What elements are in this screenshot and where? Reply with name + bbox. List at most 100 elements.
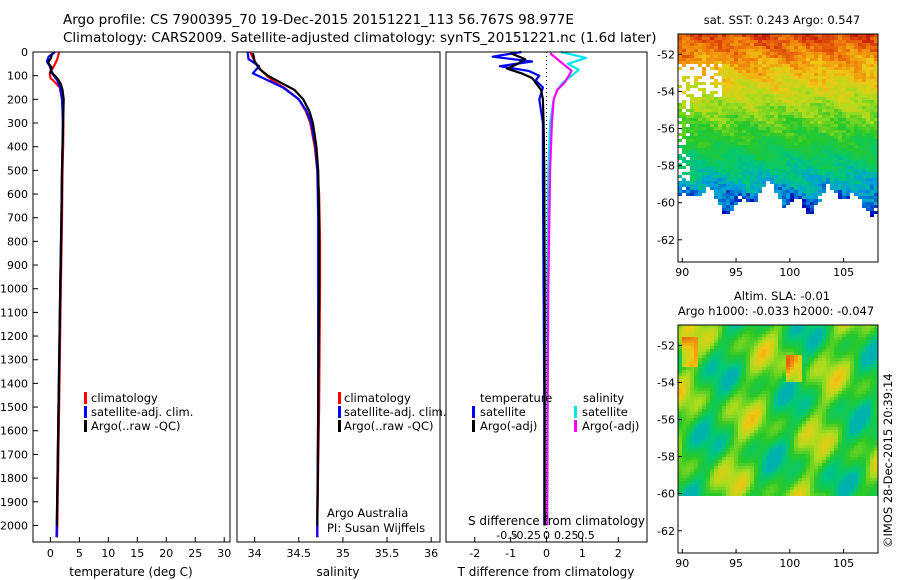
sla-cell	[858, 370, 862, 373]
sst-cell	[686, 184, 690, 187]
sla-cell	[682, 442, 686, 445]
sla-cell	[734, 403, 738, 406]
sst-cell	[742, 178, 746, 181]
sla-cell	[690, 337, 694, 340]
sla-cell	[810, 331, 814, 334]
sla-cell	[710, 397, 714, 400]
sst-cell	[726, 154, 730, 157]
sst-cell	[842, 61, 846, 64]
sla-cell	[786, 385, 790, 388]
sst-cell	[690, 49, 694, 52]
sla-cell	[690, 349, 694, 352]
sst-cell	[830, 139, 834, 142]
sst-cell	[770, 169, 774, 172]
sst-cell	[726, 103, 730, 106]
sla-cell	[750, 451, 754, 454]
sla-cell	[754, 445, 758, 448]
sst-cell	[738, 151, 742, 154]
sst-cell	[722, 160, 726, 163]
sla-cell	[802, 427, 806, 430]
sla-cell	[846, 403, 850, 406]
sst-cell	[734, 106, 738, 109]
sla-cell	[810, 337, 814, 340]
sla-cell	[826, 346, 830, 349]
sst-cell	[718, 82, 722, 85]
sst-cell	[818, 181, 822, 184]
sst-cell	[730, 109, 734, 112]
sst-cell	[694, 43, 698, 46]
sla-cell	[746, 433, 750, 436]
sst-cell	[742, 85, 746, 88]
sla-cell	[734, 376, 738, 379]
sst-cell	[754, 97, 758, 100]
sla-cell	[770, 382, 774, 385]
sst-cell	[778, 157, 782, 160]
sst-cell	[846, 40, 850, 43]
sst-cell	[798, 139, 802, 142]
sst-cell	[838, 49, 842, 52]
sst-cell	[842, 184, 846, 187]
sla-cell	[850, 400, 854, 403]
sst-cell	[866, 109, 870, 112]
sla-cell	[754, 400, 758, 403]
sst-cell	[766, 85, 770, 88]
sst-cell	[826, 175, 830, 178]
sst-cell	[842, 139, 846, 142]
sla-cell	[810, 388, 814, 391]
sst-cell	[774, 76, 778, 79]
sla-cell	[770, 346, 774, 349]
sla-cell	[742, 367, 746, 370]
sst-cell	[822, 133, 826, 136]
sla-cell	[750, 454, 754, 457]
sla-cell	[690, 403, 694, 406]
sst-cell	[858, 82, 862, 85]
sst-cell	[734, 40, 738, 43]
sst-cell	[770, 160, 774, 163]
sst-cell	[858, 91, 862, 94]
sla-cell	[818, 355, 822, 358]
sst-cell	[842, 103, 846, 106]
sla-cell	[870, 412, 874, 415]
sla-cell	[846, 349, 850, 352]
sla-cell	[870, 376, 874, 379]
sst-cell	[786, 85, 790, 88]
sst-cell	[758, 94, 762, 97]
sla-cell	[854, 424, 858, 427]
sla-cell	[842, 406, 846, 409]
sst-cell	[830, 157, 834, 160]
sla-cell	[718, 385, 722, 388]
sla-cell	[842, 331, 846, 334]
sla-cell	[782, 448, 786, 451]
sst-cell	[842, 148, 846, 151]
sla-cell	[686, 352, 690, 355]
sla-cell	[766, 454, 770, 457]
sla-cell	[850, 445, 854, 448]
sla-cell	[806, 427, 810, 430]
sst-cell	[690, 157, 694, 160]
sla-cell	[750, 391, 754, 394]
sla-cell	[702, 439, 706, 442]
temperature-axes-box	[32, 51, 231, 543]
sst-cell	[862, 70, 866, 73]
sst-cell	[690, 43, 694, 46]
sst-cell	[850, 127, 854, 130]
sst-cell	[870, 142, 874, 145]
sla-cell	[746, 406, 750, 409]
sst-cell	[814, 148, 818, 151]
sst-cell	[838, 82, 842, 85]
sla-cell	[718, 388, 722, 391]
sla-cell	[858, 379, 862, 382]
sst-cell	[834, 169, 838, 172]
sst-cell	[786, 112, 790, 115]
sst-cell	[750, 160, 754, 163]
sst-cell	[842, 172, 846, 175]
sla-cell	[702, 400, 706, 403]
sla-cell	[850, 328, 854, 331]
sla-cell	[806, 337, 810, 340]
sla-cell	[694, 343, 698, 346]
sst-cell	[790, 37, 794, 40]
sst-cell	[866, 196, 870, 199]
sla-cell	[762, 451, 766, 454]
sst-cell	[874, 115, 878, 118]
sst-cell	[750, 187, 754, 190]
